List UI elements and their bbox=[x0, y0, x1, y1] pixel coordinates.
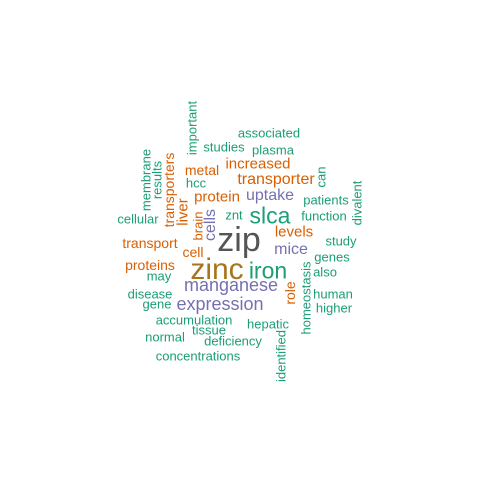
word-important: important bbox=[184, 100, 200, 156]
word-znt: znt bbox=[225, 207, 243, 223]
word-increased: increased bbox=[225, 155, 291, 173]
word-hcc: hcc bbox=[185, 175, 207, 191]
word-liver: liver bbox=[174, 198, 192, 226]
word-transporter: transporter bbox=[237, 171, 315, 188]
word-studies: studies bbox=[203, 139, 245, 155]
word-metal: metal bbox=[184, 162, 220, 178]
word-associated: associated bbox=[237, 125, 301, 141]
word-study: study bbox=[325, 233, 357, 249]
word-zip: zip bbox=[217, 221, 261, 259]
word-deficiency: deficiency bbox=[204, 333, 262, 349]
word-identified: identified bbox=[273, 329, 289, 383]
word-can: can bbox=[313, 166, 329, 188]
word-levels: levels bbox=[274, 223, 314, 241]
word-higher: higher bbox=[315, 300, 353, 316]
word-accumulation: accumulation bbox=[155, 312, 233, 328]
word-uptake: uptake bbox=[245, 187, 295, 204]
word-hepatic: hepatic bbox=[247, 316, 289, 332]
word-zinc: zinc bbox=[190, 253, 244, 286]
word-homeostasis: homeostasis bbox=[298, 261, 314, 335]
word-genes: genes bbox=[314, 249, 350, 265]
word-protein: protein bbox=[194, 188, 240, 206]
word-iron: iron bbox=[248, 257, 288, 284]
word-proteins: proteins bbox=[125, 257, 175, 273]
word-may: may bbox=[146, 268, 172, 284]
word-role: role bbox=[282, 281, 298, 305]
word-normal: normal bbox=[145, 329, 185, 345]
word-function: function bbox=[301, 208, 347, 224]
word-results: results bbox=[149, 160, 165, 200]
word-human: human bbox=[313, 286, 353, 302]
word-disease: disease bbox=[127, 286, 173, 302]
word-divalent: divalent bbox=[349, 180, 365, 226]
word-brain: brain bbox=[190, 211, 206, 241]
word-expression: expression bbox=[176, 294, 264, 314]
word-transport: transport bbox=[122, 235, 178, 251]
word-concentrations: concentrations bbox=[155, 348, 241, 364]
word-slca: slca bbox=[249, 202, 291, 229]
word-also: also bbox=[313, 264, 337, 280]
word-plasma: plasma bbox=[252, 142, 294, 158]
word-tissue: tissue bbox=[192, 322, 226, 338]
word-cell: cell bbox=[182, 244, 204, 260]
word-mice: mice bbox=[274, 241, 308, 258]
word-cellular: cellular bbox=[117, 211, 159, 227]
word-manganese: manganese bbox=[183, 275, 279, 295]
word-patients: patients bbox=[303, 192, 349, 208]
word-gene: gene bbox=[142, 296, 172, 312]
